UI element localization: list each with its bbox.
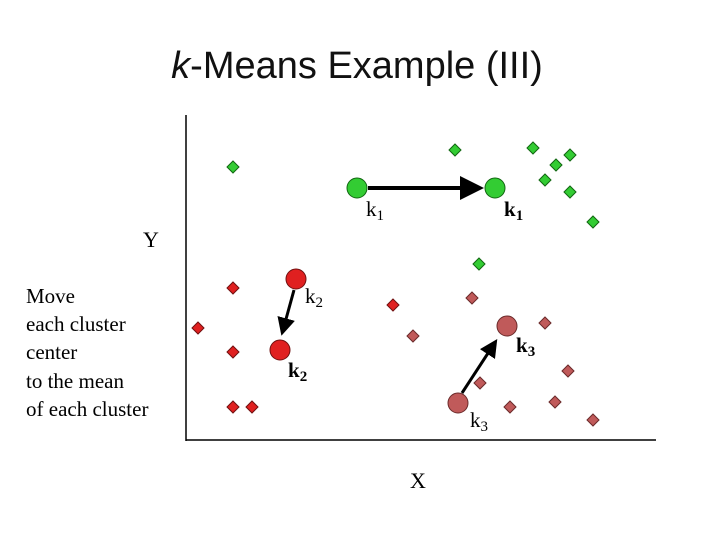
center-label: k1 — [366, 197, 384, 224]
point — [226, 160, 240, 174]
centers — [269, 177, 518, 414]
caption-line: of each cluster — [26, 397, 148, 421]
arrow — [277, 289, 296, 336]
label-index: 1 — [516, 208, 524, 224]
label-index: 2 — [300, 369, 308, 385]
arrow — [460, 338, 498, 394]
label-letter: k — [516, 333, 528, 357]
point — [526, 141, 540, 155]
point — [226, 281, 240, 295]
center-label: k2 — [288, 358, 307, 385]
center-label: k2 — [305, 284, 323, 311]
center — [285, 268, 307, 290]
label-index: 3 — [481, 419, 489, 435]
point — [563, 185, 577, 199]
label-letter: k — [366, 197, 377, 221]
caption-line: each cluster — [26, 312, 126, 336]
point — [226, 400, 240, 414]
point — [549, 158, 563, 172]
center — [346, 177, 368, 199]
caption: Move each cluster center to the mean of … — [26, 284, 148, 421]
center — [269, 339, 291, 361]
center-label: k3 — [516, 333, 535, 360]
center — [447, 392, 469, 414]
label-index: 3 — [528, 344, 536, 360]
point — [473, 376, 487, 390]
point — [245, 400, 259, 414]
point — [548, 395, 562, 409]
caption-line: to the mean — [26, 369, 124, 393]
label-letter: k — [504, 197, 516, 221]
caption-line: Move — [26, 284, 75, 308]
point — [191, 321, 205, 335]
center — [496, 315, 518, 337]
center — [484, 177, 506, 199]
y-label: Y — [143, 227, 159, 252]
points — [191, 141, 600, 427]
label-letter: k — [470, 408, 481, 432]
title-rest: -Means Example (III) — [190, 45, 543, 87]
label-index: 2 — [316, 295, 324, 311]
center-label: k3 — [470, 408, 488, 435]
center-label: k1 — [504, 197, 523, 224]
point — [226, 345, 240, 359]
point — [538, 173, 552, 187]
label-letter: k — [305, 284, 316, 308]
label-index: 1 — [377, 208, 385, 224]
point — [448, 143, 462, 157]
point — [586, 413, 600, 427]
point — [386, 298, 400, 312]
x-label: X — [410, 468, 426, 493]
point — [503, 400, 517, 414]
caption-line: center — [26, 340, 77, 364]
title-emphasis: k — [171, 45, 192, 87]
point — [406, 329, 420, 343]
arrows — [277, 176, 498, 394]
title: k-Means Example (III) — [171, 45, 543, 87]
center-labels: k1 k1 k2 k2 k3 k3 — [288, 197, 535, 435]
point — [586, 215, 600, 229]
point — [472, 257, 486, 271]
point — [561, 364, 575, 378]
point — [465, 291, 479, 305]
label-letter: k — [288, 358, 300, 382]
point — [538, 316, 552, 330]
point — [563, 148, 577, 162]
